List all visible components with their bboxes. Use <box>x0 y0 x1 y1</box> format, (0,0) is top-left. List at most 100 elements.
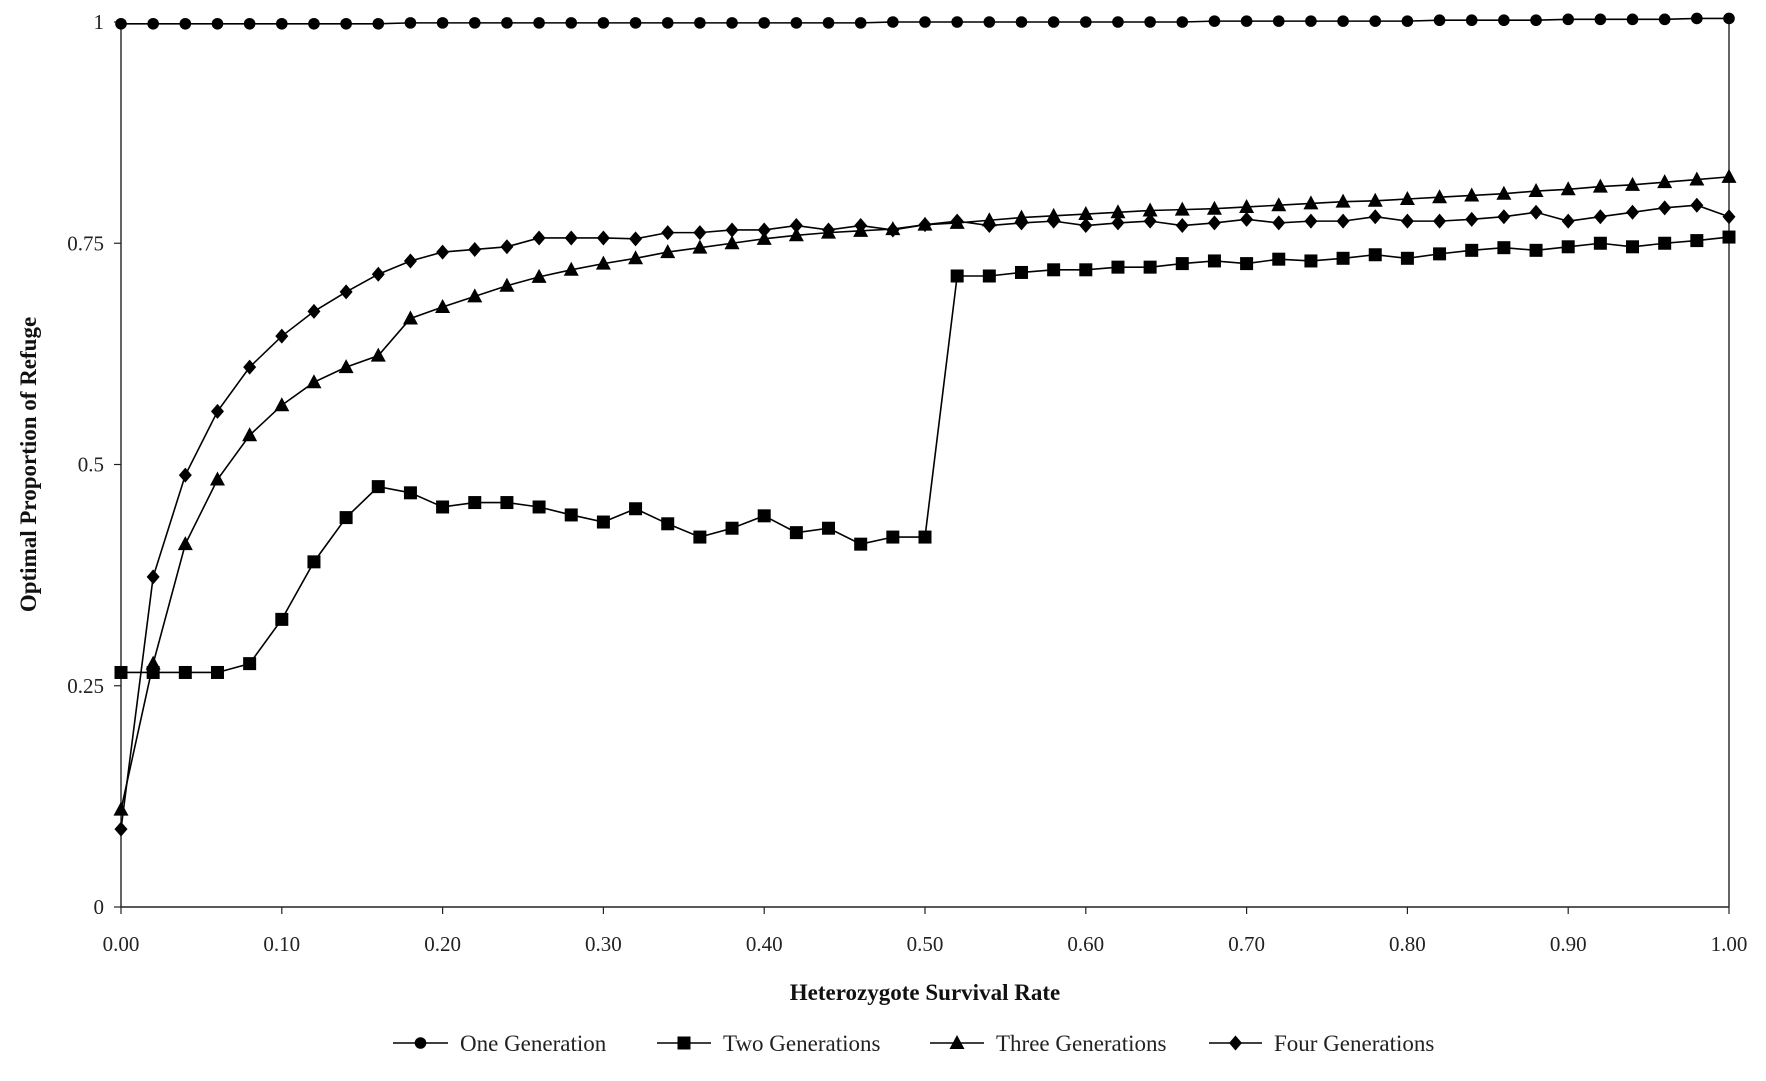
data-point <box>468 241 482 257</box>
data-point <box>499 277 515 292</box>
data-point <box>1208 15 1221 27</box>
data-point <box>1336 251 1350 265</box>
data-point <box>661 225 675 241</box>
legend-marker <box>1229 1035 1242 1051</box>
data-point <box>211 17 224 30</box>
data-point <box>1593 209 1607 225</box>
data-point <box>145 655 161 670</box>
data-point <box>1464 187 1480 202</box>
data-point <box>1174 201 1190 216</box>
legend-item: Two Generations <box>657 1031 880 1056</box>
data-point <box>403 486 417 500</box>
data-point <box>1657 174 1673 189</box>
y-tick-label: 0.75 <box>67 231 104 255</box>
data-point <box>1079 263 1093 277</box>
data-point <box>468 496 482 510</box>
data-point <box>404 17 417 29</box>
data-point <box>1303 195 1319 210</box>
data-point <box>210 403 224 419</box>
data-point <box>372 17 385 30</box>
data-point <box>886 222 900 238</box>
data-point <box>1335 193 1351 208</box>
legend-marker <box>949 1035 965 1049</box>
data-point <box>1465 243 1479 257</box>
data-point <box>822 222 836 238</box>
data-point <box>435 298 451 313</box>
y-axis-ticks: 0 0.25 0.5 0.75 1 <box>67 10 121 919</box>
data-point <box>1399 191 1415 205</box>
data-point <box>500 496 514 510</box>
data-point <box>403 253 417 269</box>
data-point <box>822 521 836 535</box>
legend-label: Three Generations <box>996 1031 1167 1056</box>
data-point <box>1529 204 1543 220</box>
x-tick-label: 0.50 <box>907 932 944 956</box>
data-point <box>339 284 353 300</box>
legend-marker <box>677 1036 691 1050</box>
data-point <box>178 467 192 483</box>
x-tick-label: 0.10 <box>263 932 300 956</box>
data-point <box>1271 197 1287 212</box>
data-point <box>532 500 546 514</box>
data-point <box>1400 251 1414 265</box>
series-4 <box>114 197 1736 837</box>
legend-item: Three Generations <box>930 1031 1167 1056</box>
data-point <box>918 217 932 233</box>
data-point <box>1592 178 1608 193</box>
data-point <box>370 347 386 362</box>
legend-item: One Generation <box>393 1031 607 1056</box>
data-point <box>1497 241 1511 255</box>
x-tick-label: 0.70 <box>1228 932 1265 956</box>
data-point <box>693 225 707 241</box>
data-point <box>114 821 128 837</box>
data-point <box>1304 254 1318 268</box>
data-point <box>179 17 192 30</box>
data-point <box>436 17 449 29</box>
data-point <box>1142 202 1158 217</box>
data-point <box>854 17 867 29</box>
data-point <box>1111 260 1125 274</box>
data-point <box>1723 12 1735 25</box>
data-point <box>1175 257 1189 271</box>
data-point <box>629 17 642 29</box>
data-point <box>1593 236 1607 250</box>
y-tick-label: 0 <box>94 895 105 919</box>
data-point <box>886 530 900 544</box>
data-point <box>789 218 803 234</box>
legend: One Generation Two Generations Three Gener… <box>393 1031 1434 1056</box>
data-point <box>1400 213 1414 229</box>
data-point <box>756 230 772 245</box>
data-point <box>918 530 932 544</box>
data-point <box>725 222 739 238</box>
data-point <box>1689 171 1705 186</box>
data-point <box>306 374 322 389</box>
data-point <box>788 227 804 242</box>
data-point <box>243 657 257 671</box>
data-point <box>1658 200 1672 216</box>
data-point <box>210 665 224 679</box>
data-point <box>307 303 321 319</box>
x-tick-label: 1.00 <box>1711 932 1748 956</box>
data-point <box>919 16 931 28</box>
data-point <box>436 500 450 514</box>
data-point <box>628 250 644 265</box>
data-point <box>1690 197 1704 213</box>
data-point <box>1722 230 1736 244</box>
y-tick-label: 1 <box>94 10 105 34</box>
data-point <box>1207 254 1221 268</box>
data-point <box>982 218 996 234</box>
data-point <box>1433 247 1447 261</box>
data-point <box>1625 176 1641 191</box>
data-point <box>1369 15 1382 27</box>
data-point <box>951 16 963 28</box>
data-point <box>983 16 996 28</box>
data-point <box>1206 200 1222 215</box>
data-point <box>1337 15 1349 27</box>
data-point <box>854 218 868 234</box>
data-point <box>500 239 514 255</box>
data-point <box>1690 234 1704 248</box>
data-point <box>533 17 545 29</box>
data-point <box>726 17 738 29</box>
x-axis-ticks: 0.00 0.10 0.20 0.30 0.40 0.50 0.60 0.70 0.80 0.90… <box>103 907 1748 956</box>
